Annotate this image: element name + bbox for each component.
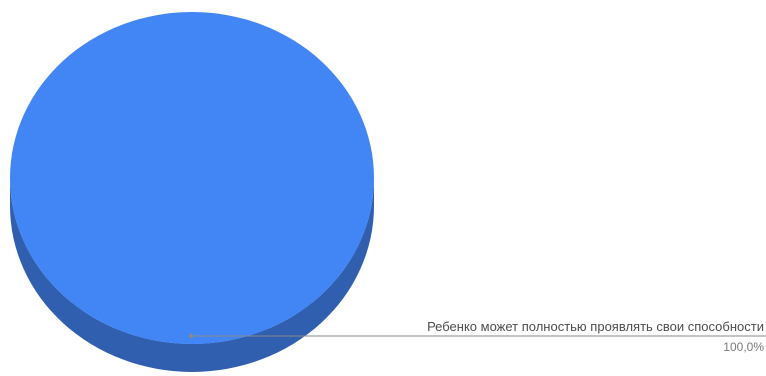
label-layer: Ребенко может полностью проявлять свои с… xyxy=(188,319,766,354)
slice-value-label: 100,0% xyxy=(723,340,764,354)
pie-slice-0 xyxy=(10,12,374,344)
pie-slice-side-0 xyxy=(10,178,374,372)
slice-label: Ребенко может полностью проявлять свои с… xyxy=(427,319,764,334)
pie-layer xyxy=(10,12,374,372)
